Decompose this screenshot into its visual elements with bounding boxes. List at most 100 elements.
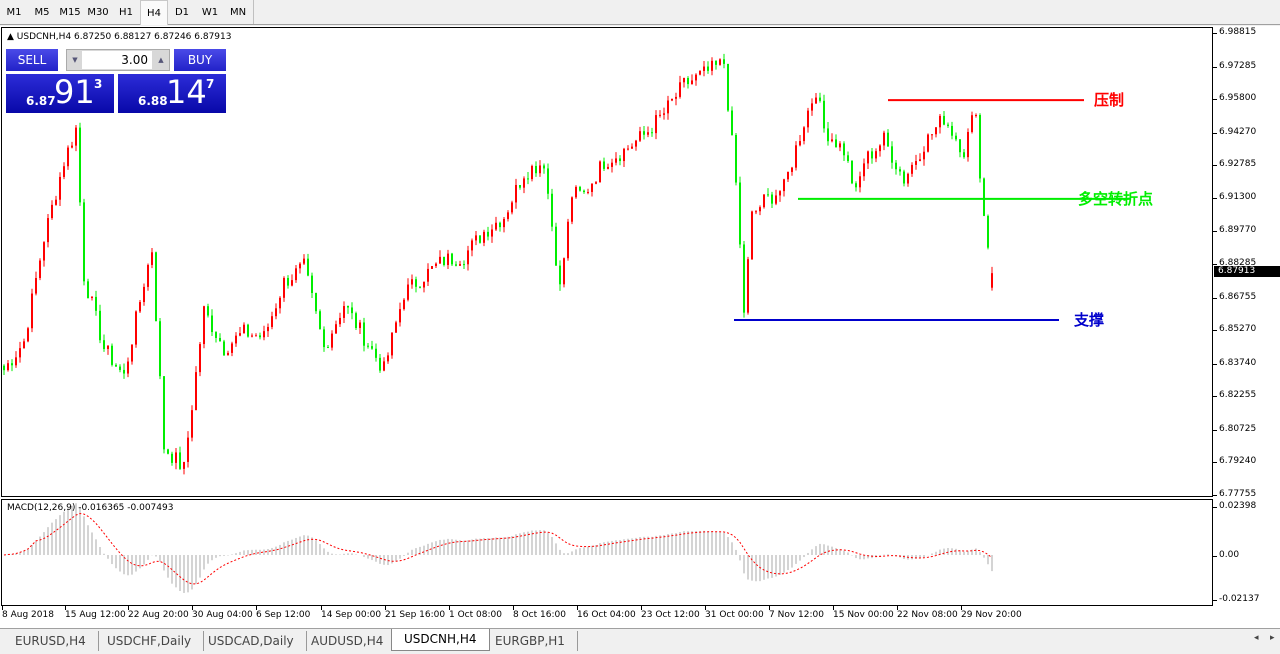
price-axis-label: 6.82255 (1219, 390, 1257, 401)
candle-body (35, 278, 37, 294)
candle-body (539, 165, 541, 174)
candle-body (731, 110, 733, 135)
date-axis-label: 7 Nov 12:00 (769, 610, 824, 620)
date-tick (897, 606, 898, 610)
candle-body (195, 372, 197, 411)
candle-body (787, 171, 789, 180)
chart-tab[interactable]: USDCNH,H4 (391, 629, 490, 651)
level-label: 多空转折点 (1078, 189, 1154, 208)
candle-body (387, 355, 389, 362)
candle-body (427, 268, 429, 282)
candle-body (355, 313, 357, 328)
candle-body (935, 127, 937, 135)
candle-body (431, 266, 433, 269)
lot-size-stepper[interactable]: ▼ ▲ (66, 49, 170, 71)
timeframe-m30[interactable]: M30 (87, 7, 109, 18)
candle-body (99, 310, 101, 341)
date-axis-label: 22 Aug 20:00 (128, 610, 189, 620)
candle-body (75, 127, 77, 146)
chart-tab[interactable]: EURUSD,H4 (3, 631, 99, 651)
candle-body (351, 307, 353, 314)
chart-tab[interactable]: AUDUSD,H4 (299, 631, 397, 651)
candle-body (455, 264, 457, 266)
candle-body (55, 199, 57, 205)
candle-body (91, 296, 93, 299)
price-tick (1213, 429, 1217, 431)
candle-body (967, 131, 969, 158)
date-axis-label: 8 Oct 16:00 (513, 610, 566, 620)
candle-body (227, 352, 229, 356)
chart-tab[interactable]: USDCHF,Daily (95, 631, 205, 651)
candle-body (715, 60, 717, 65)
candle-body (447, 253, 449, 266)
candle-body (803, 127, 805, 142)
buy-price-button[interactable]: 6.88 14 7 (118, 73, 226, 113)
candle-body (479, 235, 481, 243)
candle-body (167, 449, 169, 454)
candle-body (463, 264, 465, 266)
candle-body (79, 127, 81, 203)
candle-body (831, 139, 833, 142)
chart-tab[interactable]: USDCAD,Daily (196, 631, 307, 651)
timeframe-h4[interactable]: H4 (140, 0, 168, 25)
candle-body (955, 135, 957, 140)
candle-body (959, 139, 961, 153)
candle-body (475, 235, 477, 241)
price-axis-label: 6.95800 (1219, 93, 1257, 104)
macd-tick (1213, 507, 1217, 508)
candle-body (179, 452, 181, 469)
scroll-left-icon[interactable]: ◂ (1254, 633, 1259, 643)
macd-pane[interactable]: MACD(12,26,9) -0.016365 -0.007493 (1, 499, 1213, 606)
candle-body (43, 242, 45, 261)
scroll-right-icon[interactable]: ▸ (1270, 633, 1275, 643)
candle-body (511, 202, 513, 213)
price-pane[interactable]: ▲ USDCNH,H4 6.87250 6.88127 6.87246 6.87… (1, 27, 1213, 497)
candle-body (611, 162, 613, 167)
triangle-up-icon[interactable]: ▲ (7, 32, 17, 42)
candle-body (483, 231, 485, 243)
timeframe-d1[interactable]: D1 (174, 7, 190, 18)
decrease-lot-icon[interactable]: ▼ (72, 56, 78, 64)
candle-body (107, 345, 109, 350)
candle-body (975, 114, 977, 116)
candle-body (603, 161, 605, 169)
candle-body (643, 131, 645, 135)
candle-body (707, 66, 709, 71)
candle-body (859, 176, 861, 188)
price-tick (1213, 231, 1217, 233)
macd-tick (1213, 556, 1217, 557)
candle-body (103, 340, 105, 350)
macd-label: MACD(12,26,9) -0.016365 -0.007493 (7, 503, 174, 513)
candle-body (263, 331, 265, 338)
candle-body (347, 306, 349, 308)
candle-body (335, 324, 337, 334)
price-axis-label: 6.98815 (1219, 27, 1257, 37)
chart-window[interactable]: ▲ USDCNH,H4 6.87250 6.88127 6.87246 6.87… (0, 26, 1280, 628)
candle-body (763, 194, 765, 208)
chart-tab[interactable]: EURGBP,H1 (483, 631, 578, 651)
timeframe-w1[interactable]: W1 (201, 7, 219, 18)
sell-price-button[interactable]: 6.87 91 3 (6, 73, 114, 113)
candle-body (655, 115, 657, 134)
candle-body (171, 453, 173, 463)
timeframe-m5[interactable]: M5 (34, 7, 50, 18)
lot-size-input[interactable] (82, 51, 152, 69)
candle-body (963, 152, 965, 158)
increase-lot-icon[interactable]: ▲ (158, 56, 164, 64)
buy-button[interactable]: BUY (174, 49, 226, 71)
sell-button[interactable]: SELL (6, 49, 58, 71)
candle-body (499, 222, 501, 228)
date-tick (449, 606, 450, 610)
price-tick (1213, 363, 1217, 365)
candle-body (827, 128, 829, 142)
candle-body (819, 97, 821, 101)
candle-body (291, 280, 293, 286)
candle-body (907, 173, 909, 184)
timeframe-m1[interactable]: M1 (6, 7, 22, 18)
candle-body (703, 66, 705, 71)
date-tick (577, 606, 578, 610)
date-axis-label: 21 Sep 16:00 (385, 610, 446, 620)
timeframe-m15[interactable]: M15 (59, 7, 81, 18)
timeframe-mn[interactable]: MN (229, 7, 247, 18)
timeframe-h1[interactable]: H1 (119, 7, 133, 18)
